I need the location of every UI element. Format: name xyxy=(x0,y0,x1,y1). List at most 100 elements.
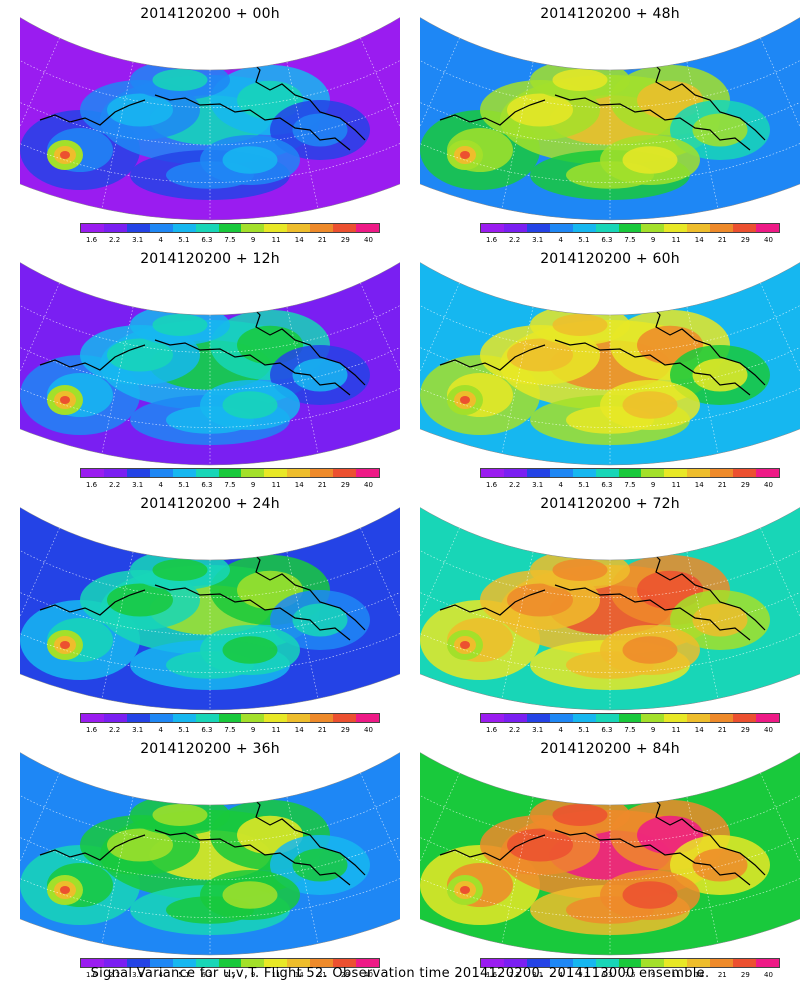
colorbar-tick-label: 11 xyxy=(271,481,281,489)
colorbar-swatch xyxy=(572,469,596,477)
colorbar-tick-label: 1.6 xyxy=(85,726,98,734)
variance-map xyxy=(420,0,800,221)
colorbar-tick-label: 3.1 xyxy=(532,481,544,489)
colorbar-swatch xyxy=(641,469,665,477)
colorbar-tick-label: 40 xyxy=(763,971,773,979)
colorbar-tick-label: 2.2 xyxy=(109,971,121,979)
colorbar-tick-label: 9 xyxy=(650,236,656,244)
colorbar-swatch xyxy=(641,224,665,232)
colorbar-tick-label: 21 xyxy=(717,971,727,979)
colorbar-swatch xyxy=(733,469,757,477)
colorbar-tick-label: 7.5 xyxy=(224,971,236,979)
colorbar-swatch xyxy=(287,469,311,477)
colorbar-tick-label: 4 xyxy=(558,481,563,489)
colorbar-tick-label: 7.5 xyxy=(224,236,236,244)
colorbar-labels: 1.6 2.2 3.1 4 5.1 6.3 7.5 9 11 14 21 29 40 xyxy=(80,236,380,246)
colorbar-swatch xyxy=(264,469,288,477)
colorbar-tick-label: 3.1 xyxy=(132,971,144,979)
colorbar-tick-label: 29 xyxy=(340,481,350,489)
colorbar-swatch xyxy=(81,224,104,232)
colorbar-tick-label: 7.5 xyxy=(224,726,236,734)
colorbar-swatch xyxy=(687,469,711,477)
colorbar-swatch xyxy=(126,959,150,967)
colorbar-tick-label: 1.6 xyxy=(485,971,498,979)
colorbar-swatch xyxy=(103,224,127,232)
colorbar-tick-label: 14 xyxy=(694,481,704,489)
colorbar-tick-label: 3.1 xyxy=(532,726,544,734)
colorbar-swatch xyxy=(664,714,688,722)
colorbar-swatch xyxy=(356,959,379,967)
colorbar-tick-label: 6.3 xyxy=(601,236,613,244)
panel-title: 2014120200 + 60h xyxy=(540,251,680,267)
colorbar-tick-label: 14 xyxy=(694,971,704,979)
colorbar-swatch xyxy=(572,959,596,967)
colorbar-tick-label: 9 xyxy=(250,726,256,734)
colorbar-swatch xyxy=(756,469,779,477)
colorbar xyxy=(80,468,380,478)
colorbar-tick-label: 14 xyxy=(294,481,304,489)
colorbar-swatch xyxy=(126,714,150,722)
colorbar-swatch xyxy=(172,469,196,477)
panel-title: 2014120200 + 12h xyxy=(140,251,280,267)
colorbar-swatch xyxy=(503,469,527,477)
colorbar-swatch xyxy=(195,959,219,967)
variance-map xyxy=(420,735,800,956)
colorbar-swatch xyxy=(503,224,527,232)
colorbar-swatch xyxy=(503,714,527,722)
colorbar-swatch xyxy=(595,959,619,967)
colorbar-swatch xyxy=(733,959,757,967)
colorbar-swatch xyxy=(481,959,504,967)
colorbar-swatch xyxy=(126,224,150,232)
colorbar-tick-label: 11 xyxy=(671,236,681,244)
colorbar-swatch xyxy=(172,224,196,232)
variance-map xyxy=(20,0,400,221)
forecast-panel: 2014120200 + 12h 1.6 2.2 3.1 4 5.1 6.3 7.5 9 11 14… xyxy=(20,245,400,490)
colorbar-tick-label: 5.1 xyxy=(578,236,590,244)
colorbar-tick-label: 21 xyxy=(717,236,727,244)
forecast-panel: 2014120200 + 36h 1.6 2.2 3.1 4 5.1 6.3 7.5 9 11 14… xyxy=(20,735,400,980)
colorbar-swatch xyxy=(756,714,779,722)
colorbar xyxy=(480,468,780,478)
colorbar-tick-label: 11 xyxy=(271,236,281,244)
colorbar-swatch xyxy=(241,469,265,477)
colorbar-swatch xyxy=(618,224,642,232)
colorbar-labels: 1.6 2.2 3.1 4 5.1 6.3 7.5 9 11 14 21 29 40 xyxy=(480,481,780,491)
colorbar xyxy=(80,958,380,968)
colorbar-swatch xyxy=(595,224,619,232)
colorbar-swatch xyxy=(356,224,379,232)
colorbar-tick-label: 7.5 xyxy=(624,481,636,489)
colorbar xyxy=(480,713,780,723)
colorbar-tick-label: 29 xyxy=(740,971,750,979)
colorbar-tick-label: 3.1 xyxy=(132,481,144,489)
forecast-panel: 2014120200 + 72h 1.6 2.2 3.1 4 5.1 6.3 7.5 9 11 14… xyxy=(420,490,800,735)
colorbar-swatch xyxy=(526,959,550,967)
colorbar-swatch xyxy=(572,224,596,232)
colorbar-tick-label: 7.5 xyxy=(624,726,636,734)
colorbar-swatch xyxy=(641,959,665,967)
colorbar-swatch xyxy=(756,224,779,232)
colorbar-swatch xyxy=(149,714,173,722)
colorbar-tick-label: 7.5 xyxy=(224,481,236,489)
panel-title: 2014120200 + 24h xyxy=(140,496,280,512)
variance-map xyxy=(20,735,400,956)
colorbar-swatch xyxy=(195,224,219,232)
colorbar-swatch xyxy=(733,224,757,232)
colorbar-tick-label: 5.1 xyxy=(578,481,590,489)
colorbar-tick-label: 4 xyxy=(158,481,163,489)
colorbar-swatch xyxy=(710,714,734,722)
colorbar-swatch xyxy=(241,959,265,967)
colorbar-tick-label: 5.1 xyxy=(178,971,190,979)
colorbar-tick-label: 3.1 xyxy=(532,236,544,244)
colorbar xyxy=(80,713,380,723)
colorbar-tick-label: 9 xyxy=(250,481,256,489)
colorbar-swatch xyxy=(310,714,334,722)
colorbar-labels: 1.6 2.2 3.1 4 5.1 6.3 7.5 9 11 14 21 29 40 xyxy=(480,726,780,736)
colorbar-swatch xyxy=(149,224,173,232)
colorbar-tick-label: 1.6 xyxy=(485,481,498,489)
colorbar-swatch xyxy=(333,959,357,967)
colorbar-swatch xyxy=(241,224,265,232)
colorbar-tick-label: 1.6 xyxy=(485,236,498,244)
colorbar-tick-label: 6.3 xyxy=(201,971,213,979)
colorbar-swatch xyxy=(549,469,573,477)
colorbar-tick-label: 14 xyxy=(694,236,704,244)
